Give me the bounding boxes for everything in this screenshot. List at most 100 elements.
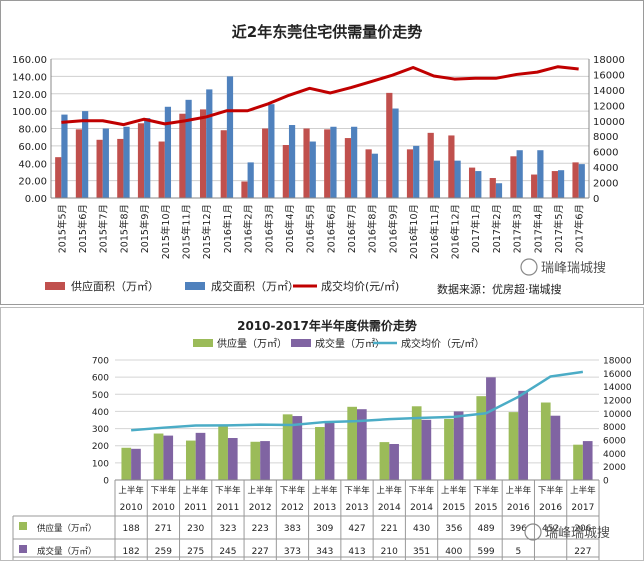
- watermark-text: 瑞峰瑞城搜: [545, 526, 610, 541]
- bar-deal: [227, 438, 238, 480]
- x-tick-label: 2017年2月: [491, 204, 503, 253]
- chart-title: 2010-2017年半年度供需价走势: [237, 318, 417, 333]
- table-cell: 5: [515, 547, 521, 557]
- bar-deal: [371, 153, 378, 198]
- y-left-tick-label: 20.00: [18, 177, 47, 188]
- x-tick-label-year: 2011: [184, 503, 207, 513]
- bar-supply: [220, 130, 227, 198]
- table-cell: 210: [381, 547, 398, 557]
- y-left-tick-label: 500: [92, 391, 109, 401]
- legend-label-supply: 供应面积（万㎡）: [71, 279, 159, 293]
- bar-deal: [164, 106, 172, 198]
- table-cell: 413: [348, 547, 365, 557]
- bar-deal: [185, 99, 192, 198]
- bar-supply: [347, 406, 357, 480]
- y-right-tick-label: 18000: [603, 357, 632, 367]
- table-cell: 259: [155, 547, 172, 557]
- x-tick-label: 2016年4月: [284, 204, 296, 253]
- y-right-tick-label: 2000: [593, 179, 618, 190]
- table-row-label: 供应量（万㎡）: [37, 523, 97, 534]
- x-tick-label-half: 下半年: [344, 485, 370, 496]
- legend-label-deal: 成交量（万㎡）: [315, 337, 385, 350]
- x-tick-label-year: 2012: [281, 503, 304, 513]
- x-tick-label: 2016年10月: [408, 204, 420, 259]
- bar-supply: [324, 129, 331, 198]
- bar-deal: [131, 448, 141, 480]
- x-tick-label-year: 2016: [539, 503, 562, 513]
- table-cell: 230: [187, 524, 204, 534]
- bar-supply: [386, 92, 393, 198]
- y-right-tick-label: 12000: [603, 397, 632, 407]
- bar-deal: [495, 183, 503, 198]
- y-left-tick-label: 300: [92, 425, 109, 435]
- bar-deal: [268, 104, 275, 198]
- x-tick-label-half: 上半年: [118, 485, 144, 496]
- y-left-tick-label: 100: [92, 459, 109, 469]
- x-tick-label: 2015年11月: [181, 204, 193, 259]
- bar-deal: [163, 435, 174, 480]
- bar-supply: [476, 396, 487, 480]
- table-cell: 323: [219, 524, 236, 534]
- x-tick-label-year: 2016: [507, 503, 530, 513]
- table-cell: 221: [381, 524, 398, 534]
- bar-deal: [486, 377, 496, 480]
- x-tick-label-half: 下半年: [409, 485, 435, 496]
- bar-supply: [199, 109, 207, 198]
- bar-deal: [392, 108, 399, 198]
- line-price: [61, 65, 579, 127]
- bar-supply: [365, 149, 372, 198]
- y-left-tick-label: 600: [92, 374, 109, 384]
- bar-supply: [406, 149, 414, 198]
- y-right-tick-label: 16000: [593, 70, 625, 81]
- bar-deal: [123, 126, 130, 198]
- bar-supply: [315, 427, 325, 480]
- bar-deal: [260, 441, 270, 480]
- x-tick-label: 2017年5月: [553, 204, 565, 253]
- table-cell: 227: [574, 547, 591, 557]
- chart-panel-monthly: 近2年东莞住宅供需量价走势 0.00 20.00 40.00 60.00 80.00 10…: [0, 0, 644, 305]
- legend-swatch-deal: [291, 339, 311, 347]
- x-tick-label-year: 2012: [249, 503, 272, 513]
- bar-supply: [158, 141, 165, 198]
- bar-supply: [55, 157, 62, 198]
- legend-label-supply: 供应量（万㎡）: [217, 337, 287, 350]
- bar-deal: [389, 444, 399, 480]
- legend-swatch-supply: [193, 339, 213, 347]
- bar-supply: [411, 406, 422, 480]
- y-right-tick-label: 0: [593, 194, 599, 205]
- x-tick-label: 2015年6月: [77, 204, 89, 253]
- bar-supply: [117, 138, 124, 198]
- monthly-chart-svg: 近2年东莞住宅供需量价走势 0.00 20.00 40.00 60.00 80.00 10…: [12, 23, 625, 296]
- y-right-tick-label: 14000: [603, 383, 632, 393]
- bar-supply: [303, 128, 310, 198]
- y-right-tick-label: 10000: [593, 117, 625, 128]
- bar-deal: [518, 390, 529, 480]
- bar-supply: [551, 171, 558, 198]
- y-right-tick-label: 18000: [593, 55, 625, 66]
- x-tick-label: 2016年12月: [450, 204, 462, 259]
- y-left-tick-label: 100.00: [12, 107, 47, 118]
- bar-deal: [292, 416, 303, 480]
- table-row-swatch: [19, 545, 27, 553]
- y-left-tick-label: 140.00: [12, 72, 47, 83]
- bar-supply: [96, 139, 103, 198]
- y-right-tick-label: 2000: [603, 463, 626, 473]
- bar-supply: [489, 178, 496, 198]
- bar-supply: [262, 128, 269, 198]
- legend-swatch-supply: [45, 282, 65, 290]
- x-tick-label: 2016年1月: [222, 204, 234, 253]
- x-tick-label-half: 上半年: [570, 485, 596, 496]
- x-tick-label-half: 上半年: [247, 485, 273, 496]
- y-left-tick-label: 200: [92, 442, 109, 452]
- x-tick-label: 2016年2月: [243, 204, 255, 253]
- y-right-tick-label: 10000: [603, 410, 632, 420]
- table-cell: 275: [187, 547, 204, 557]
- table-cell: 356: [445, 524, 462, 534]
- table-cell: 206: [574, 524, 591, 534]
- x-tick-label: 2016年8月: [367, 204, 379, 253]
- table-cell: 245: [219, 547, 236, 557]
- y-left-tick-label: 700: [92, 357, 109, 367]
- x-tick-label: 2016年9月: [387, 204, 399, 253]
- table-cell: 383: [284, 524, 301, 534]
- bar-deal: [537, 150, 544, 198]
